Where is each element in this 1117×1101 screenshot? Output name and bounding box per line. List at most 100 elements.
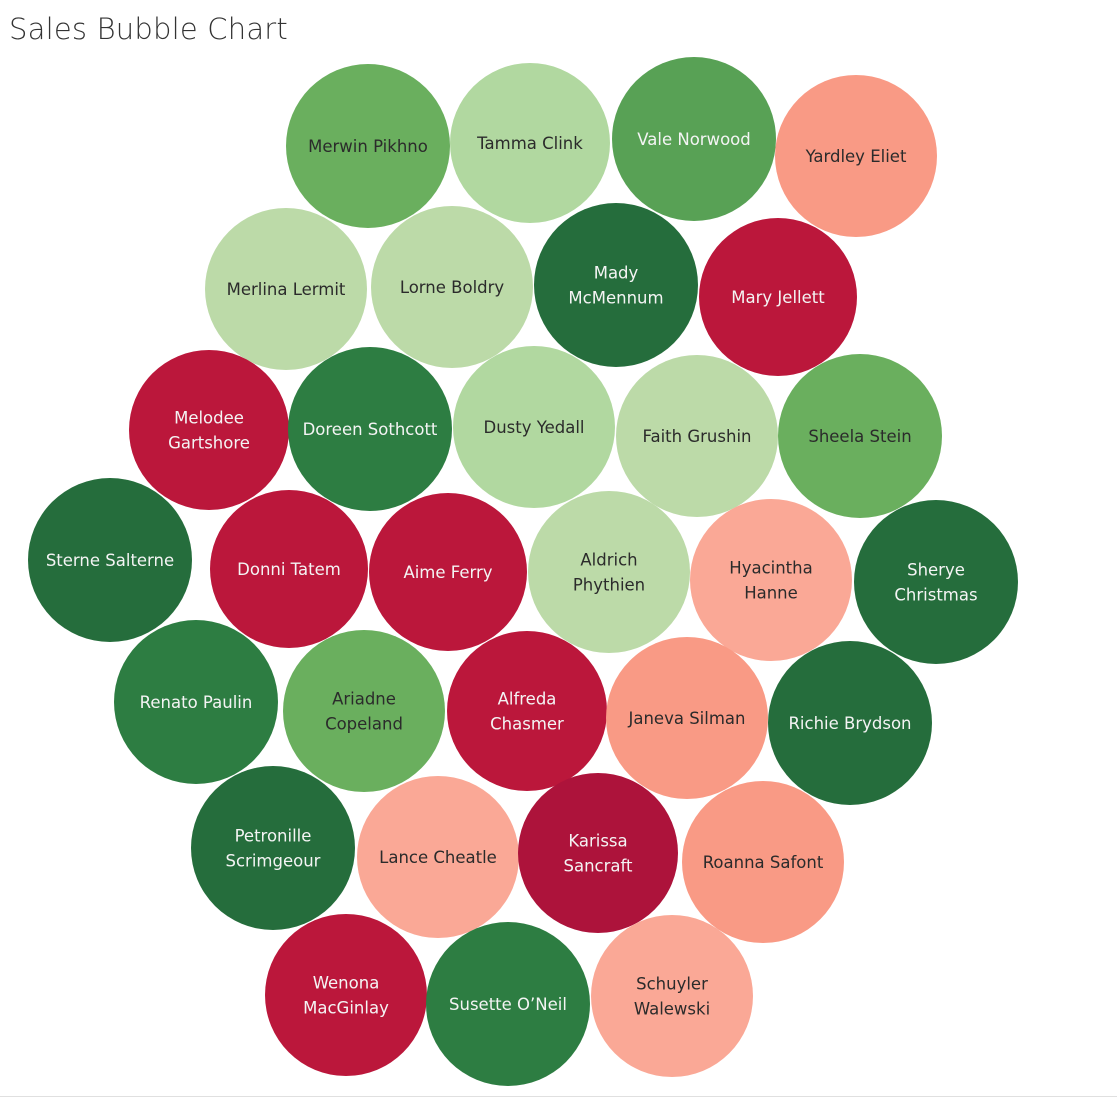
bubble-circle-sterne-salterne[interactable] xyxy=(28,478,192,642)
bubble-label-line: Aldrich xyxy=(580,551,637,570)
bubble-sheela-stein[interactable]: Sheela Stein xyxy=(778,354,942,518)
bubble-circle-richie-brydson[interactable] xyxy=(768,641,932,805)
bubble-tamma-clink[interactable]: Tamma Clink xyxy=(450,63,610,223)
bubble-circle-wenona-macginlay[interactable] xyxy=(265,914,427,1076)
bubble-vale-norwood[interactable]: Vale Norwood xyxy=(612,57,776,221)
bubble-circle-dusty-yedall[interactable] xyxy=(453,346,615,508)
bubble-label-wenona-macginlay: Wenona MacGinlay xyxy=(303,974,389,1018)
bubble-circle-vale-norwood[interactable] xyxy=(612,57,776,221)
bubble-label-sheela-stein: Sheela Stein xyxy=(808,427,911,446)
bubble-label-melodee-gartshore: Melodee Gartshore xyxy=(168,409,250,453)
bubble-donni-tatem[interactable]: Donni Tatem xyxy=(210,490,368,648)
bubble-label-line: Melodee xyxy=(174,409,244,428)
bubble-label-line: Alfreda xyxy=(498,690,557,709)
bubble-label-sterne-salterne: Sterne Salterne xyxy=(46,551,174,570)
bubble-karissa-sancraft[interactable]: Karissa Sancraft xyxy=(518,773,678,933)
bubble-label-line: Wenona xyxy=(313,974,380,993)
bubble-label-faith-grushin: Faith Grushin xyxy=(643,427,752,446)
bubble-circle-roanna-safont[interactable] xyxy=(682,781,844,943)
bubble-hyacintha-hanne[interactable]: Hyacintha Hanne xyxy=(690,499,852,661)
bubble-circle-sheela-stein[interactable] xyxy=(778,354,942,518)
bubble-label-lorne-boldry: Lorne Boldry xyxy=(400,278,505,297)
bubble-circle-schuyler-walewski[interactable] xyxy=(591,915,753,1077)
bubble-alfreda-chasmer[interactable]: Alfreda Chasmer xyxy=(447,631,607,791)
bubble-circle-faith-grushin[interactable] xyxy=(616,355,778,517)
bubble-circle-merlina-lermit[interactable] xyxy=(205,208,367,370)
bubble-label-line: Donni Tatem xyxy=(237,560,341,579)
bubble-label-ariadne-copeland: Ariadne Copeland xyxy=(325,690,403,734)
bubble-wenona-macginlay[interactable]: Wenona MacGinlay xyxy=(265,914,427,1076)
bubble-circle-mary-jellett[interactable] xyxy=(699,218,857,376)
bubble-circle-yardley-eliet[interactable] xyxy=(775,75,937,237)
bubble-ariadne-copeland[interactable]: Ariadne Copeland xyxy=(283,630,445,792)
bubble-mady-mcmennum[interactable]: Mady McMennum xyxy=(534,203,698,367)
bubble-label-line: Sancraft xyxy=(564,857,634,876)
bubble-circle-lorne-boldry[interactable] xyxy=(371,206,533,368)
bubble-label-roanna-safont: Roanna Safont xyxy=(703,853,824,872)
bubble-circle-janeva-silman[interactable] xyxy=(606,637,768,799)
bubble-circle-karissa-sancraft[interactable] xyxy=(518,773,678,933)
bubble-label-line: Christmas xyxy=(894,586,977,605)
bubble-melodee-gartshore[interactable]: Melodee Gartshore xyxy=(129,350,289,510)
bubble-label-doreen-sothcott: Doreen Sothcott xyxy=(303,420,438,439)
bubble-label-line: Sherye xyxy=(907,561,965,580)
bubble-label-lance-cheatle: Lance Cheatle xyxy=(379,848,497,867)
bubble-lance-cheatle[interactable]: Lance Cheatle xyxy=(357,776,519,938)
bubble-label-line: MacGinlay xyxy=(303,999,389,1018)
bubble-doreen-sothcott[interactable]: Doreen Sothcott xyxy=(288,347,452,511)
bubble-renato-paulin[interactable]: Renato Paulin xyxy=(114,620,278,784)
bubble-aime-ferry[interactable]: Aime Ferry xyxy=(369,493,527,651)
bubble-label-line: Lance Cheatle xyxy=(379,848,497,867)
bubble-label-line: Phythien xyxy=(573,576,645,595)
bubble-schuyler-walewski[interactable]: Schuyler Walewski xyxy=(591,915,753,1077)
bubble-label-line: Roanna Safont xyxy=(703,853,824,872)
bubble-petronille-scrimgeour[interactable]: Petronille Scrimgeour xyxy=(191,766,355,930)
bubble-label-richie-brydson: Richie Brydson xyxy=(788,714,911,733)
bubble-label-susette-o-neil: Susette O’Neil xyxy=(449,995,567,1014)
bubble-yardley-eliet[interactable]: Yardley Eliet xyxy=(775,75,937,237)
bubble-label-line: Vale Norwood xyxy=(637,130,750,149)
bubble-circle-aime-ferry[interactable] xyxy=(369,493,527,651)
bubble-sterne-salterne[interactable]: Sterne Salterne xyxy=(28,478,192,642)
bubble-circle-renato-paulin[interactable] xyxy=(114,620,278,784)
bubble-circle-petronille-scrimgeour[interactable] xyxy=(191,766,355,930)
bubble-faith-grushin[interactable]: Faith Grushin xyxy=(616,355,778,517)
bubble-mary-jellett[interactable]: Mary Jellett xyxy=(699,218,857,376)
bubble-richie-brydson[interactable]: Richie Brydson xyxy=(768,641,932,805)
bubble-circle-aldrich-phythien[interactable] xyxy=(528,491,690,653)
bubble-label-yardley-eliet: Yardley Eliet xyxy=(805,147,907,166)
bubble-circle-alfreda-chasmer[interactable] xyxy=(447,631,607,791)
bubble-sherye-christmas[interactable]: Sherye Christmas xyxy=(854,500,1018,664)
bubble-circle-susette-o-neil[interactable] xyxy=(426,922,590,1086)
bubble-label-line: Susette O’Neil xyxy=(449,995,567,1014)
bubble-label-line: Schuyler xyxy=(636,975,708,994)
bubble-label-line: Doreen Sothcott xyxy=(303,420,438,439)
bubble-circle-donni-tatem[interactable] xyxy=(210,490,368,648)
bubble-susette-o-neil[interactable]: Susette O’Neil xyxy=(426,922,590,1086)
bubble-circle-mady-mcmennum[interactable] xyxy=(534,203,698,367)
bubble-dusty-yedall[interactable]: Dusty Yedall xyxy=(453,346,615,508)
bubble-circle-lance-cheatle[interactable] xyxy=(357,776,519,938)
bubble-label-line: Yardley Eliet xyxy=(805,147,907,166)
bubble-aldrich-phythien[interactable]: Aldrich Phythien xyxy=(528,491,690,653)
bubble-label-line: Sheela Stein xyxy=(808,427,911,446)
bubble-lorne-boldry[interactable]: Lorne Boldry xyxy=(371,206,533,368)
bubble-merlina-lermit[interactable]: Merlina Lermit xyxy=(205,208,367,370)
bubble-roanna-safont[interactable]: Roanna Safont xyxy=(682,781,844,943)
bubble-circle-melodee-gartshore[interactable] xyxy=(129,350,289,510)
bubble-janeva-silman[interactable]: Janeva Silman xyxy=(606,637,768,799)
bubble-label-line: Sterne Salterne xyxy=(46,551,174,570)
bubble-circle-merwin-pikhno[interactable] xyxy=(286,64,450,228)
bubble-label-line: Merwin Pikhno xyxy=(308,137,428,156)
bubble-circle-hyacintha-hanne[interactable] xyxy=(690,499,852,661)
bubble-label-line: Walewski xyxy=(634,1000,710,1019)
bubble-merwin-pikhno[interactable]: Merwin Pikhno xyxy=(286,64,450,228)
bubble-circle-doreen-sothcott[interactable] xyxy=(288,347,452,511)
bubble-circle-tamma-clink[interactable] xyxy=(450,63,610,223)
bubble-circle-sherye-christmas[interactable] xyxy=(854,500,1018,664)
bubble-label-line: Renato Paulin xyxy=(140,693,253,712)
bubble-circle-ariadne-copeland[interactable] xyxy=(283,630,445,792)
bubble-label-line: Lorne Boldry xyxy=(400,278,505,297)
bubble-label-line: Richie Brydson xyxy=(788,714,911,733)
